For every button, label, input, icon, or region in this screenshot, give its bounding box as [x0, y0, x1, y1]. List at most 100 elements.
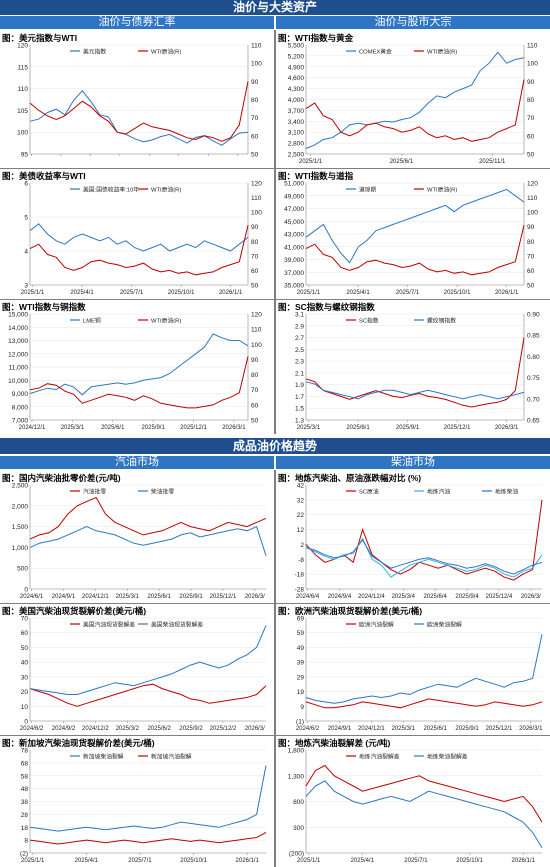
chart-title: 图：美债收益率与WTI: [2, 171, 86, 181]
series-line-0: [29, 223, 249, 252]
y-tick-label: 78: [21, 748, 29, 755]
y2-tick-label: 80: [527, 97, 535, 104]
y-tick-label: 49: [297, 645, 305, 652]
y2-tick-label: 50: [251, 418, 259, 425]
y2-tick-label: 100: [527, 61, 538, 68]
y-tick-label: 1.7: [295, 394, 304, 401]
chart-panel-sg-crack: 图：新加坡汽柴油现货裂解价差(美元/桶) (2) 8 18 28 38 48 58 68 78 20…: [0, 736, 274, 867]
y-tick-label: 1,500: [12, 524, 29, 531]
y2-tick-label: 50: [527, 283, 535, 290]
legend-label: 美国:国债收益率:10年: [83, 185, 139, 193]
y-tick-label: 20: [21, 689, 29, 696]
y-tick-label: 6: [24, 181, 28, 188]
y2-tick-label: 100: [251, 342, 262, 349]
y-tick-label: 4: [24, 249, 28, 256]
y-tick-label: 115: [18, 64, 29, 71]
series-line-1: [29, 625, 267, 695]
x-tick-label: 2025/11/1: [479, 159, 506, 165]
y-tick-label: 300: [293, 825, 304, 832]
y2-tick-label: 120: [251, 181, 262, 188]
chart-svg: (1) 9 19 29 39 49 59 69 2024/6/2 2024/9/1 2024/12/…: [296, 616, 543, 733]
chart-title: 图：美元指数与WTI: [2, 33, 78, 43]
chart-panel-us-crack: 图：美国汽柴油现货裂解价差(美元/桶) 0 10 20 30 40 50 60 70 2024/6…: [0, 604, 274, 735]
y2-tick-label: 0.75: [527, 375, 540, 382]
assets-left-header: 油价与债券汇率: [0, 16, 274, 29]
x-tick-label: 2025/12/4: [486, 594, 513, 600]
y-tick-label: 9: [300, 704, 304, 711]
y-tick-label: 4,900: [288, 64, 305, 71]
legend-label: 地炼汽油裂解差: [359, 752, 400, 760]
x-tick-label: 2025/10/1: [180, 858, 207, 864]
x-tick-label: 2025/12/1: [180, 425, 207, 431]
y2-tick-label: 110: [527, 43, 538, 50]
y2-tick-label: 80: [251, 239, 259, 246]
x-tick-label: 2025/3/2: [116, 726, 140, 732]
y-tick-label: -8: [298, 557, 304, 564]
y2-tick-label: 70: [251, 387, 259, 394]
series-line-2: [305, 539, 543, 575]
x-tick-label: 2025/12/1: [444, 425, 471, 431]
y2-tick-label: 90: [527, 79, 535, 86]
legend-label: SC指数: [359, 316, 379, 324]
y-tick-label: 32: [297, 497, 305, 504]
y2-tick-label: 120: [527, 181, 538, 188]
y2-tick-label: 50: [251, 152, 259, 159]
series-line-0: [29, 90, 249, 146]
x-tick-label: 2025/12/2: [210, 726, 237, 732]
chart-svg: 0 10 20 30 40 50 60 70 2024/6/2 2024/9/2 2024/12/2…: [20, 616, 267, 732]
y-tick-label: 45,000: [284, 219, 304, 226]
series-line-1: [29, 525, 267, 556]
legend-label: WTI原油(R): [151, 185, 181, 193]
y2-tick-label: 60: [251, 133, 259, 140]
legend-label: 柴油批零: [151, 487, 174, 495]
y2-tick-label: 60: [251, 268, 259, 275]
legend-label: 地炼柴油: [495, 487, 518, 495]
legend-label: COMEX黄金: [359, 47, 392, 55]
y-tick-label: 10: [21, 704, 29, 711]
chart-svg: 2,500 2,800 3,100 3,400 3,700 4,000 4,300 4,600…: [288, 43, 539, 166]
series-line-0: [29, 496, 267, 540]
products-left-header: 汽油市场: [0, 456, 274, 469]
y-tick-label: 0: [24, 719, 28, 726]
y-tick-label: 60: [21, 630, 29, 637]
y2-tick-label: 100: [527, 210, 538, 217]
y-tick-label: 5,200: [288, 53, 305, 60]
y-tick-label: (2): [20, 851, 28, 858]
y-tick-label: 95: [21, 152, 29, 159]
x-tick-label: 2025/10/1: [456, 858, 483, 864]
y-tick-label: 35,000: [284, 283, 304, 290]
y2-tick-label: 100: [251, 61, 262, 68]
y2-tick-label: 100: [251, 210, 262, 217]
y-tick-label: 500: [17, 566, 28, 573]
legend-label: 美国汽油现货裂解差: [83, 620, 135, 628]
chart-title: 图：SC指数与螺纹钢指数: [278, 302, 375, 312]
y-tick-label: 2,500: [288, 152, 305, 159]
legend-label: SC原油: [359, 487, 379, 495]
chart-panel-eu-crack: 图：欧洲汽柴油现货裂解价差(美元/桶) (1) 9 19 29 39 49 59 69 2024/…: [276, 604, 550, 735]
chart-svg: 0 500 1,000 1,500 2,000 2,500 2024/6/1 2024/9/1…: [12, 483, 267, 600]
y-tick-label: 41,000: [284, 244, 304, 251]
x-tick-label: 2026/3/: [521, 594, 541, 600]
x-tick-label: 2024/12/1: [82, 594, 109, 600]
y-tick-label: 68: [21, 760, 29, 767]
y2-tick-label: 110: [251, 327, 262, 334]
series-line-0: [305, 188, 525, 264]
chart-title: 图：WTI指数与铜指数: [2, 302, 86, 312]
y-tick-label: 0: [24, 587, 28, 594]
y-tick-label: 10,000: [8, 378, 28, 385]
y-tick-label: 9,000: [12, 391, 29, 398]
y2-tick-label: 90: [251, 357, 259, 364]
x-tick-label: 2025/3/1: [392, 726, 416, 732]
y-tick-label: 14,000: [8, 325, 28, 332]
x-tick-label: 2025/4/1: [70, 290, 94, 296]
series-line-1: [29, 81, 249, 142]
y-tick-label: 42: [297, 483, 305, 490]
x-tick-label: 2024/12/1: [358, 726, 385, 732]
y-tick-label: 120: [17, 43, 28, 50]
y-tick-label: 2,800: [288, 141, 305, 148]
legend-label: LME铜: [83, 316, 101, 324]
assets-banner: 油价与大类资产: [0, 0, 550, 15]
series-line-0: [29, 683, 267, 707]
row-divider: [0, 735, 550, 736]
y-tick-label: 2,500: [12, 483, 29, 490]
